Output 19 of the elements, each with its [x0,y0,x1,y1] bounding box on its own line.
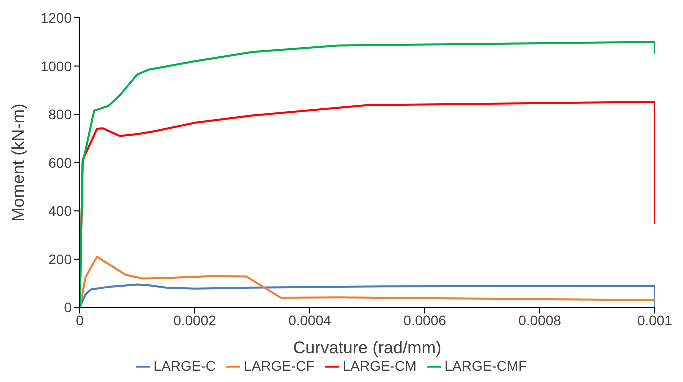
x-tick-label: 0.0004 [288,312,332,329]
x-tick-label: 0.0008 [518,312,562,329]
x-tick-label: 0.0006 [404,312,447,329]
y-tick-label: 200 [48,251,72,268]
legend-label: LARGE-CM [342,358,417,374]
legend-label: LARGE-CMF [444,358,528,374]
y-tick-label: 0 [64,300,72,316]
y-tick-label: 600 [48,154,72,171]
legend-label: LARGE-CF [244,358,315,374]
y-tick-label: 400 [48,203,72,220]
y-tick-label: 800 [48,106,72,123]
y-tick-label: 1000 [40,58,72,74]
y-axis-title: Moment (kN-m) [9,104,28,222]
x-axis-title: Curvature (rad/mm) [293,338,442,358]
x-tick-label: 0 [76,312,84,329]
x-tick-label: 0.001 [637,312,673,329]
x-tick-label: 0.0002 [174,312,217,329]
y-tick-label: 1200 [40,10,72,26]
legend-label: LARGE-C [154,358,216,374]
